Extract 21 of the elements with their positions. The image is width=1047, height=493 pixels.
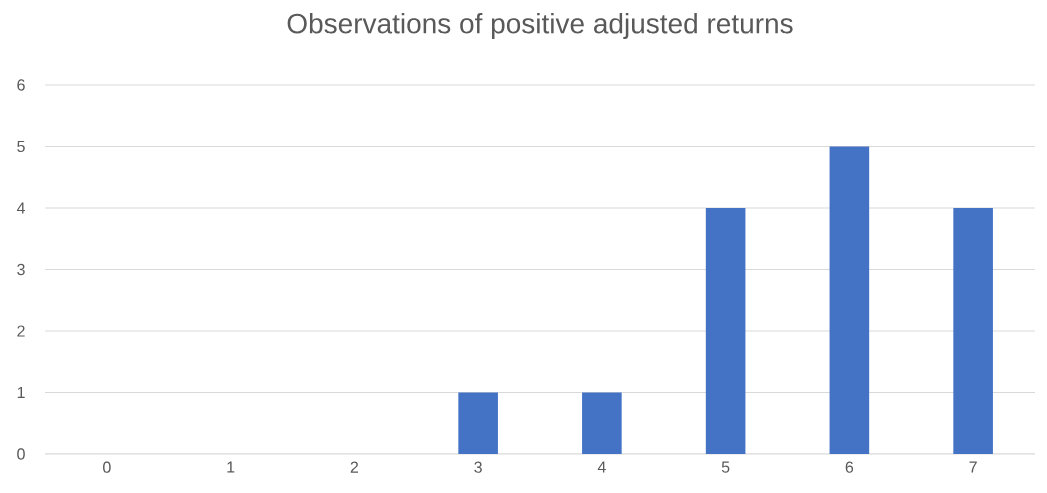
- bar: [705, 208, 746, 454]
- y-tick-label: 3: [17, 263, 25, 276]
- y-tick-label: 4: [16, 202, 25, 214]
- x-tick-label: 5: [721, 461, 730, 473]
- x-tick-label: 6: [845, 461, 854, 473]
- x-tick-label: 7: [969, 461, 977, 473]
- bar: [953, 208, 993, 454]
- y-tick-label: 2: [17, 325, 25, 337]
- x-tick-label: 1: [227, 461, 235, 473]
- y-tick-label: 6: [17, 79, 25, 91]
- bar: [582, 392, 622, 454]
- bar: [829, 146, 870, 454]
- x-tick-label: 0: [103, 461, 111, 473]
- y-tick-label: 1: [17, 386, 25, 398]
- chart-title: Observations of positive adjusted returns: [287, 12, 793, 40]
- y-tick-label: 5: [17, 140, 25, 153]
- y-tick-label: 0: [17, 448, 25, 460]
- x-tick-label: 4: [597, 461, 606, 473]
- x-tick-label: 3: [474, 461, 482, 473]
- x-tick-label: 2: [350, 461, 359, 473]
- bar: [458, 392, 498, 454]
